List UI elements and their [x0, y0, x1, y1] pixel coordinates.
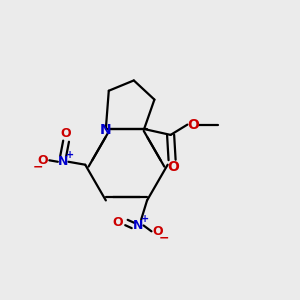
Text: N: N — [133, 219, 143, 232]
Text: O: O — [187, 118, 199, 132]
Text: +: + — [66, 150, 74, 160]
Text: −: − — [32, 160, 43, 173]
Text: O: O — [112, 216, 123, 229]
Text: −: − — [159, 231, 169, 244]
Text: +: + — [141, 214, 149, 224]
Text: O: O — [37, 154, 48, 167]
Text: N: N — [58, 155, 68, 168]
Text: O: O — [168, 160, 179, 174]
Text: O: O — [61, 127, 71, 140]
Text: O: O — [152, 225, 163, 238]
Text: N: N — [100, 124, 112, 137]
